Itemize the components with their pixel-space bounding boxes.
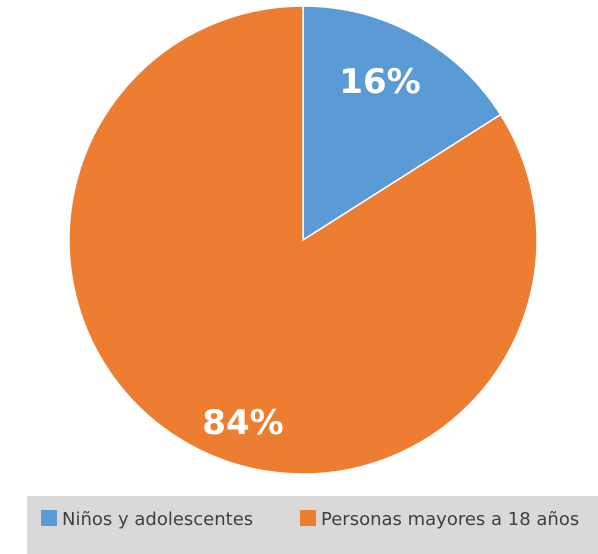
slice-label-mayores: 84% <box>202 403 283 443</box>
pie-slice-labels: 16% 84% <box>202 62 420 443</box>
slice-label-ninos: 16% <box>339 62 420 102</box>
legend: Niños y adolescentes Personas mayores a … <box>27 496 598 554</box>
legend-swatch-mayores <box>300 510 316 526</box>
legend-swatch-ninos <box>41 510 57 526</box>
legend-label-mayores: Personas mayores a 18 años <box>321 509 579 530</box>
pie-slices <box>68 5 538 475</box>
pie-slice-mayores <box>68 5 538 475</box>
pie-slice-ninos <box>302 5 502 242</box>
legend-label-ninos: Niños y adolescentes <box>62 509 253 530</box>
